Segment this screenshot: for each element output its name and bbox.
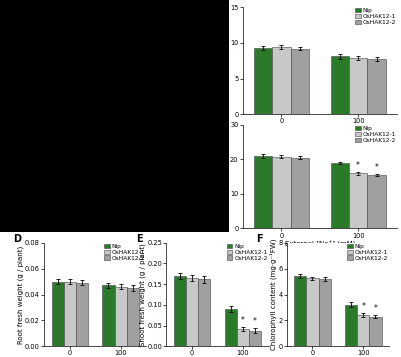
Legend: Nip, OsHAK12-1, OsHAK12-2: Nip, OsHAK12-1, OsHAK12-2 bbox=[103, 243, 146, 261]
Bar bbox=[272, 157, 291, 228]
Bar bbox=[291, 49, 309, 114]
Bar bbox=[291, 158, 309, 228]
Bar bbox=[174, 276, 186, 346]
Bar bbox=[367, 59, 386, 114]
Y-axis label: Root fresh weight (g / plant): Root fresh weight (g / plant) bbox=[17, 245, 24, 344]
Text: *: * bbox=[375, 162, 379, 172]
Bar bbox=[198, 279, 211, 346]
Bar bbox=[76, 283, 88, 346]
X-axis label: External [Na⁺] (mM): External [Na⁺] (mM) bbox=[285, 240, 355, 247]
Bar bbox=[345, 305, 357, 346]
Bar bbox=[306, 278, 318, 346]
Text: B: B bbox=[196, 0, 204, 9]
Y-axis label: Shoot fresh weight (g / plant): Shoot fresh weight (g / plant) bbox=[140, 243, 146, 346]
Bar bbox=[369, 317, 381, 346]
Legend: Nip, OsHAK12-1, OsHAK12-2: Nip, OsHAK12-1, OsHAK12-2 bbox=[226, 243, 268, 261]
Text: C: C bbox=[196, 117, 204, 127]
Text: F: F bbox=[256, 235, 263, 245]
Y-axis label: Chlorophyll content (mg·g⁻¹FW): Chlorophyll content (mg·g⁻¹FW) bbox=[269, 239, 277, 350]
Bar bbox=[115, 287, 127, 346]
Bar bbox=[367, 175, 386, 228]
Bar bbox=[330, 56, 349, 114]
Text: *: * bbox=[253, 317, 257, 326]
Bar bbox=[357, 315, 369, 346]
Legend: Nip, OsHAK12-1, OsHAK12-2: Nip, OsHAK12-1, OsHAK12-2 bbox=[354, 8, 397, 26]
Bar bbox=[318, 279, 331, 346]
Bar bbox=[254, 156, 272, 228]
Text: *: * bbox=[356, 161, 360, 170]
Bar bbox=[330, 163, 349, 228]
Bar bbox=[52, 282, 64, 346]
Legend: Nip, OsHAK12-1, OsHAK12-2: Nip, OsHAK12-1, OsHAK12-2 bbox=[354, 126, 397, 144]
Text: A: A bbox=[4, 2, 12, 12]
Bar bbox=[254, 48, 272, 114]
Bar bbox=[102, 286, 115, 346]
X-axis label: External [Na⁺] (mM): External [Na⁺] (mM) bbox=[285, 126, 355, 133]
Bar bbox=[249, 331, 261, 346]
Text: *: * bbox=[361, 302, 365, 311]
Text: *: * bbox=[373, 303, 377, 312]
Bar bbox=[272, 47, 291, 114]
Legend: Nip, OsHAK12-1, OsHAK12-2: Nip, OsHAK12-1, OsHAK12-2 bbox=[346, 243, 389, 261]
Bar bbox=[349, 58, 367, 114]
Y-axis label: Root length (cm): Root length (cm) bbox=[222, 31, 229, 90]
Bar bbox=[127, 288, 139, 346]
Text: *: * bbox=[241, 316, 245, 325]
Y-axis label: Shoot length (cm): Shoot length (cm) bbox=[222, 145, 229, 208]
Bar bbox=[294, 276, 306, 346]
Bar bbox=[237, 329, 249, 346]
Bar bbox=[186, 278, 198, 346]
Bar bbox=[64, 282, 76, 346]
Text: E: E bbox=[136, 235, 142, 245]
Text: D: D bbox=[13, 235, 21, 245]
Bar bbox=[349, 173, 367, 228]
Bar bbox=[225, 309, 237, 346]
